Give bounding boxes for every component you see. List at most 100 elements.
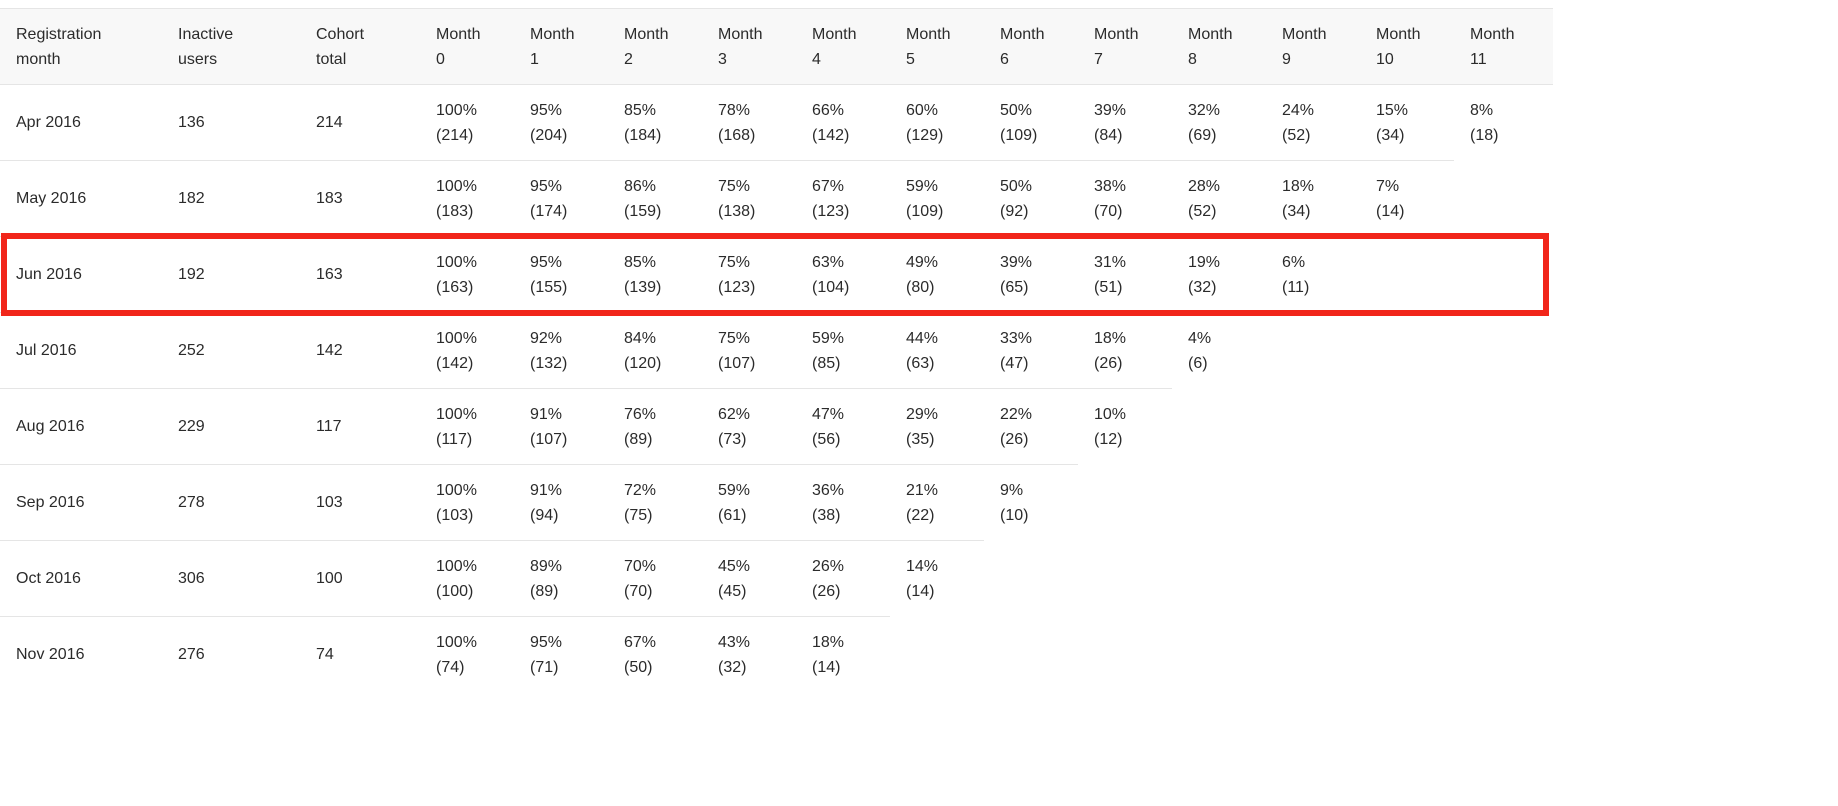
column-header-4: Month 1 [514, 8, 608, 85]
registration-month-cell: Oct 2016 [0, 540, 162, 617]
column-header-line: Month [718, 25, 763, 43]
retention-cell: 10% (12) [1078, 388, 1172, 465]
retention-cell: 70% (70) [608, 540, 702, 617]
retention-cell: 84% (120) [608, 312, 702, 389]
retention-percent: 95% [530, 101, 563, 119]
retention-count: (34) [1282, 202, 1311, 220]
column-header-line: 7 [1094, 50, 1103, 68]
retention-count: (47) [1000, 354, 1029, 372]
column-header-line: 11 [1470, 50, 1487, 68]
table-row: Apr 2016 136 214 100% (214) 95% (204) 85% (184) 7… [0, 84, 1553, 161]
retention-cell: 21% (22) [890, 464, 984, 541]
retention-percent: 33% [1000, 329, 1033, 347]
retention-percent: 100% [436, 253, 477, 271]
column-header-line: Month [1188, 25, 1233, 43]
retention-percent: 85% [624, 101, 657, 119]
retention-count: (89) [530, 582, 559, 600]
column-header-5: Month 2 [608, 8, 702, 85]
retention-cell: 100% (142) [420, 312, 514, 389]
retention-count: (138) [718, 202, 756, 220]
retention-cell: 15% (34) [1360, 84, 1454, 161]
cohort-total-cell: 103 [300, 464, 420, 541]
retention-count: (117) [436, 430, 473, 448]
retention-cell: 75% (107) [702, 312, 796, 389]
retention-cell: 100% (163) [420, 236, 514, 313]
retention-cell: 100% (103) [420, 464, 514, 541]
retention-cell: 59% (85) [796, 312, 890, 389]
retention-cell: 31% (51) [1078, 236, 1172, 313]
retention-count: (70) [1094, 202, 1123, 220]
column-header-line: 4 [812, 50, 821, 68]
retention-cell: 92% (132) [514, 312, 608, 389]
retention-percent: 24% [1282, 101, 1315, 119]
column-header-line: Registration [16, 25, 102, 43]
retention-cell: 7% (14) [1360, 160, 1454, 237]
column-header-line: month [16, 50, 61, 68]
retention-count: (94) [530, 506, 559, 524]
retention-percent: 75% [718, 329, 751, 347]
retention-cell: 50% (109) [984, 84, 1078, 161]
registration-month-cell: May 2016 [0, 160, 162, 237]
retention-cell: 66% (142) [796, 84, 890, 161]
retention-count: (38) [812, 506, 841, 524]
retention-count: (71) [530, 658, 559, 676]
cohort-total-cell: 163 [300, 236, 420, 313]
retention-cell: 95% (204) [514, 84, 608, 161]
retention-percent: 100% [436, 405, 477, 423]
retention-percent: 15% [1376, 101, 1409, 119]
retention-percent: 29% [906, 405, 939, 423]
retention-count: (204) [530, 126, 568, 144]
retention-cell: 95% (174) [514, 160, 608, 237]
retention-percent: 67% [812, 177, 845, 195]
retention-percent: 63% [812, 253, 845, 271]
retention-percent: 38% [1094, 177, 1127, 195]
retention-count: (74) [436, 658, 465, 676]
retention-cell: 19% (32) [1172, 236, 1266, 313]
retention-percent: 39% [1094, 101, 1127, 119]
retention-percent: 70% [624, 557, 657, 575]
retention-cell: 100% (214) [420, 84, 514, 161]
retention-cell: 39% (84) [1078, 84, 1172, 161]
column-header-line: Month [1000, 25, 1045, 43]
retention-count: (12) [1094, 430, 1123, 448]
column-header-line: 0 [436, 50, 445, 68]
retention-percent: 21% [906, 481, 939, 499]
retention-count: (32) [718, 658, 747, 676]
retention-count: (61) [718, 506, 747, 524]
retention-count: (26) [1000, 430, 1029, 448]
table-row: Sep 2016 278 103 100% (103) 91% (94) 72% (75) 59%… [0, 464, 1553, 541]
retention-percent: 95% [530, 253, 563, 271]
retention-cell: 59% (109) [890, 160, 984, 237]
retention-percent: 59% [812, 329, 845, 347]
column-header-line: 2 [624, 50, 633, 68]
retention-count: (163) [436, 278, 474, 296]
retention-cell: 28% (52) [1172, 160, 1266, 237]
retention-percent: 67% [624, 633, 657, 651]
retention-percent: 100% [436, 101, 477, 119]
retention-count: (73) [718, 430, 747, 448]
cohort-total-cell: 100 [300, 540, 420, 617]
table-row: Aug 2016 229 117 100% (117) 91% (107) 76% (89) 62… [0, 388, 1553, 465]
retention-cell: 44% (63) [890, 312, 984, 389]
column-header-line: 1 [530, 50, 539, 68]
column-header-line: Month [1376, 25, 1421, 43]
retention-count: (123) [812, 202, 850, 220]
column-header-line: 10 [1376, 50, 1394, 68]
retention-count: (35) [906, 430, 935, 448]
inactive-users-cell: 182 [162, 160, 300, 237]
retention-percent: 84% [624, 329, 657, 347]
retention-count: (11) [1282, 278, 1310, 296]
inactive-users-cell: 252 [162, 312, 300, 389]
column-header-11: Month 8 [1172, 8, 1266, 85]
retention-percent: 95% [530, 633, 563, 651]
retention-cell: 22% (26) [984, 388, 1078, 465]
table-header-row: Registration month Inactive users Cohort tota… [0, 8, 1553, 85]
column-header-9: Month 6 [984, 8, 1078, 85]
retention-percent: 100% [436, 557, 477, 575]
retention-percent: 86% [624, 177, 657, 195]
retention-percent: 9% [1000, 481, 1024, 499]
retention-count: (214) [436, 126, 474, 144]
retention-percent: 36% [812, 481, 845, 499]
retention-count: (107) [530, 430, 568, 448]
